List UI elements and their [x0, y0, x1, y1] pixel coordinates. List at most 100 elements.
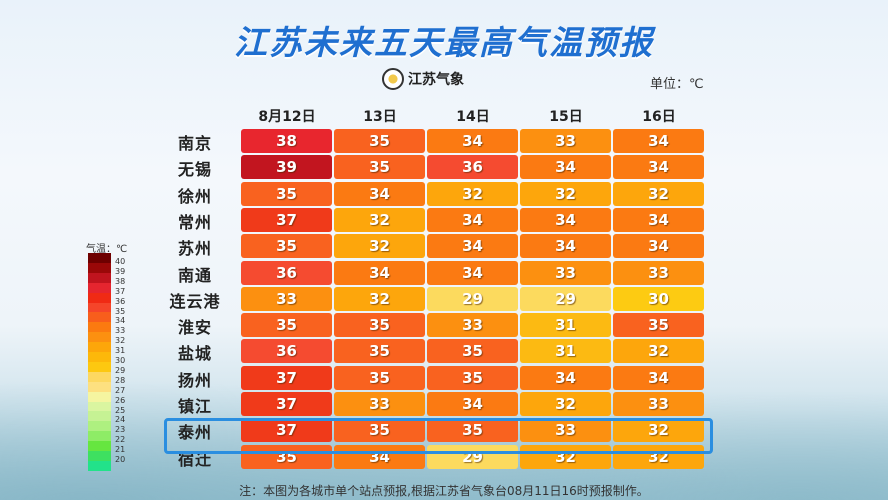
legend-tick-label: 36	[115, 296, 126, 306]
legend-swatch	[88, 262, 111, 273]
legend-tick-label: 39	[115, 266, 126, 276]
legend-tick-label: 34	[115, 316, 126, 326]
heatmap-cell: 32	[613, 418, 704, 443]
heatmap-cell: 32	[520, 392, 611, 416]
heatmap-cell: 34	[427, 392, 518, 416]
legend-swatch	[88, 332, 111, 343]
legend-tick-label: 31	[115, 346, 126, 356]
logo: 江苏气象	[382, 68, 464, 90]
legend-tick-label: 23	[115, 425, 126, 435]
heatmap-cell: 31	[520, 313, 611, 338]
legend-swatch	[88, 342, 111, 353]
heatmap-cell: 35	[334, 365, 425, 390]
highlight-row-box	[164, 418, 713, 454]
row-label-city: 徐州	[177, 186, 212, 206]
heatmap-cell: 34	[613, 365, 704, 390]
legend-tick-label: 35	[115, 306, 126, 316]
heatmap-cell: 33	[520, 418, 611, 443]
heatmap-cell: 32	[520, 444, 611, 469]
heatmap-cell: 34	[613, 155, 704, 180]
heatmap-cell: 34	[520, 155, 611, 180]
row-label-city: 无锡	[177, 160, 212, 180]
legend-tick-label: 24	[115, 415, 126, 425]
legend-title: 气温：℃	[86, 244, 128, 255]
heatmap-cell: 36	[241, 260, 332, 285]
heatmap-cell: 32	[613, 181, 704, 206]
legend-swatch	[88, 302, 111, 313]
heatmap-cell: 32	[520, 181, 611, 206]
legend-swatch	[88, 312, 111, 323]
heatmap-cell: 34	[613, 207, 704, 232]
heatmap-cell: 38	[241, 129, 332, 153]
legend-swatch	[88, 401, 111, 412]
row-label-city: 南京	[177, 134, 212, 153]
heatmap-cell: 35	[334, 155, 425, 180]
heatmap-cell: 34	[427, 260, 518, 285]
legend-swatch	[88, 272, 111, 283]
heatmap-cell: 33	[613, 260, 704, 285]
legend-tick-label: 22	[115, 435, 126, 445]
row-label-city: 连云港	[169, 291, 221, 311]
legend-swatch	[88, 381, 111, 392]
heatmap-cell: 35	[427, 365, 518, 390]
footnote: 注：本图为各城市单个站点预报,根据江苏省气象台08月11日16时预报制作。	[239, 484, 649, 498]
heatmap-cell: 35	[241, 181, 332, 206]
heatmap-cell: 35	[613, 313, 704, 338]
unit-label: 单位：℃	[650, 77, 704, 92]
legend-tick-label: 32	[115, 336, 126, 346]
legend-swatch	[88, 253, 111, 263]
heatmap-cell: 37	[241, 207, 332, 232]
heatmap-cell: 34	[427, 129, 518, 153]
heatmap-cell: 33	[334, 392, 425, 416]
legend-swatch	[88, 441, 111, 452]
heatmap-cell: 34	[427, 234, 518, 259]
legend-tick-label: 33	[115, 326, 126, 336]
heatmap-cell: 33	[427, 313, 518, 338]
heatmap-cell: 33	[613, 392, 704, 416]
heatmap-cell: 32	[334, 234, 425, 259]
heatmap-cell: 32	[334, 207, 425, 232]
heatmap-cell: 32	[427, 181, 518, 206]
column-header: 16日	[642, 109, 676, 125]
heatmap-cell: 34	[520, 207, 611, 232]
heatmap-cell: 35	[334, 313, 425, 338]
heatmap-cell: 35	[427, 418, 518, 443]
heatmap-cell: 33	[241, 286, 332, 311]
legend-swatch	[88, 371, 111, 382]
column-header: 15日	[549, 109, 583, 125]
legend-tick-label: 27	[115, 385, 126, 395]
heatmap-cell: 35	[334, 418, 425, 443]
heatmap-cell: 37	[241, 418, 332, 443]
legend-tick-label: 21	[115, 445, 126, 455]
legend-swatch	[88, 322, 111, 333]
heatmap-cell: 34	[613, 234, 704, 259]
legend-swatch	[88, 451, 111, 461]
heatmap-cell: 35	[334, 339, 425, 364]
heatmap-cell: 34	[334, 260, 425, 285]
legend-tick-label: 30	[115, 356, 126, 365]
column-header: 8月12日	[258, 109, 316, 125]
row-label-city: 宿迁	[177, 449, 212, 469]
row-label-city: 淮安	[177, 318, 212, 338]
heatmap-cell: 32	[334, 286, 425, 311]
logo-text: 江苏气象	[408, 72, 464, 88]
heatmap-cell: 34	[334, 181, 425, 206]
legend-swatch	[88, 391, 111, 402]
legend-swatch	[88, 421, 111, 432]
legend-tick-label: 20	[115, 455, 126, 464]
heatmap-cell: 34	[613, 129, 704, 153]
heatmap-cell: 34	[520, 234, 611, 259]
row-label-city: 苏州	[177, 239, 212, 259]
legend-swatch	[88, 352, 111, 362]
row-label-city: 泰州	[177, 423, 212, 443]
emblem-icon	[382, 68, 404, 90]
heatmap-cell: 29	[427, 286, 518, 311]
heatmap-cell: 29	[520, 286, 611, 311]
legend-swatch	[88, 411, 111, 422]
heatmap-cell: 31	[520, 339, 611, 364]
row-label-city: 镇江	[177, 397, 212, 416]
heatmap-cell: 35	[241, 234, 332, 259]
heatmap-cell: 36	[427, 155, 518, 180]
heatmap-cell: 32	[613, 339, 704, 364]
heatmap-cell: 39	[241, 155, 332, 180]
